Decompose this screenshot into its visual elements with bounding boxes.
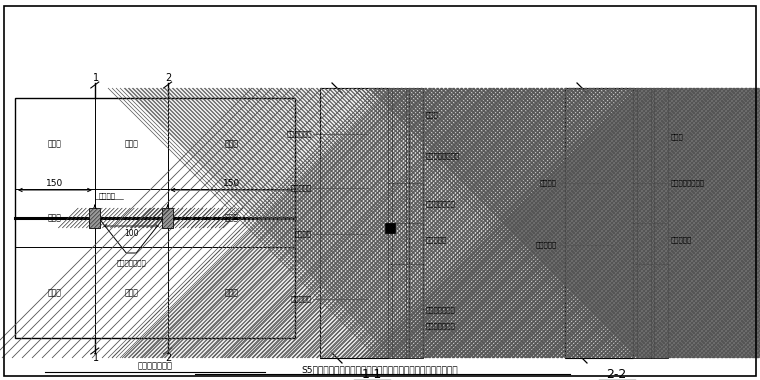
Bar (90, 208, 100, 228)
Text: 变化砖: 变化砖 (48, 139, 62, 148)
Bar (162, 208, 173, 228)
Text: 变化砖: 变化砖 (224, 214, 238, 223)
Text: 云石胶快速固定: 云石胶快速固定 (426, 201, 456, 207)
Bar (90, 208, 100, 228)
Text: 墙件抹灰层: 墙件抹灰层 (536, 241, 557, 248)
Text: 变化砖: 变化砖 (48, 214, 62, 223)
Text: 墙砖立面示意图: 墙砖立面示意图 (138, 361, 173, 370)
Text: 变化砖: 变化砖 (125, 288, 138, 297)
Text: 变化砖: 变化砖 (125, 139, 138, 148)
Text: 1: 1 (93, 73, 99, 83)
Text: 墙体基层: 墙体基层 (540, 179, 557, 186)
Text: 硬化砖: 硬化砖 (426, 112, 439, 118)
Text: S5工程精装修大堂墙面湿贴工艺硬化砖湿贴局部加强做法示意图: S5工程精装修大堂墙面湿贴工艺硬化砖湿贴局部加强做法示意图 (302, 366, 458, 375)
Text: 不锈钢连接挂件: 不锈钢连接挂件 (116, 260, 146, 266)
Text: 射钉固定: 射钉固定 (99, 193, 116, 199)
Text: 硬化砖背面开槽: 硬化砖背面开槽 (426, 306, 456, 313)
Text: 墙件抹灰层: 墙件抹灰层 (291, 185, 312, 191)
Text: 不锈钢挂件: 不锈钢挂件 (291, 295, 312, 302)
Bar (637, 88, 651, 358)
Text: 2: 2 (166, 353, 172, 363)
Text: 硬化砖: 硬化砖 (671, 133, 684, 140)
Bar (406, 88, 409, 358)
Text: 变化砖: 变化砖 (224, 288, 238, 297)
Bar (409, 88, 423, 358)
Bar (565, 88, 633, 358)
Text: 硬化砖强力粘结剂: 硬化砖强力粘结剂 (671, 179, 705, 186)
Text: 变化砖: 变化砖 (48, 288, 62, 297)
Text: 填缝剂填缝: 填缝剂填缝 (426, 236, 447, 242)
Bar (633, 88, 637, 358)
Text: 射钉固定: 射钉固定 (295, 231, 312, 237)
Bar (320, 88, 388, 358)
Bar (565, 88, 633, 358)
Text: 150: 150 (223, 179, 240, 187)
Text: 结构墙体基层: 结构墙体基层 (287, 131, 312, 137)
Text: 2-2: 2-2 (606, 367, 627, 380)
Bar (162, 208, 173, 228)
Text: 变化砖: 变化砖 (224, 139, 238, 148)
Text: 1: 1 (93, 353, 99, 363)
Bar (15, 98, 295, 338)
Text: 硬化砖强力粘结剂: 硬化砖强力粘结剂 (426, 152, 460, 159)
Bar (651, 88, 654, 358)
Text: 150: 150 (46, 179, 64, 187)
Bar (385, 223, 395, 233)
Text: 填缝剂填缝: 填缝剂填缝 (671, 236, 692, 242)
Text: 2: 2 (166, 73, 172, 83)
Text: 1-1: 1-1 (361, 367, 382, 380)
Bar (392, 88, 406, 358)
Bar (388, 88, 392, 358)
Bar (654, 88, 668, 358)
Text: 采用云石胶固定: 采用云石胶固定 (426, 322, 456, 329)
Text: 100: 100 (124, 230, 138, 239)
Bar (320, 88, 388, 358)
